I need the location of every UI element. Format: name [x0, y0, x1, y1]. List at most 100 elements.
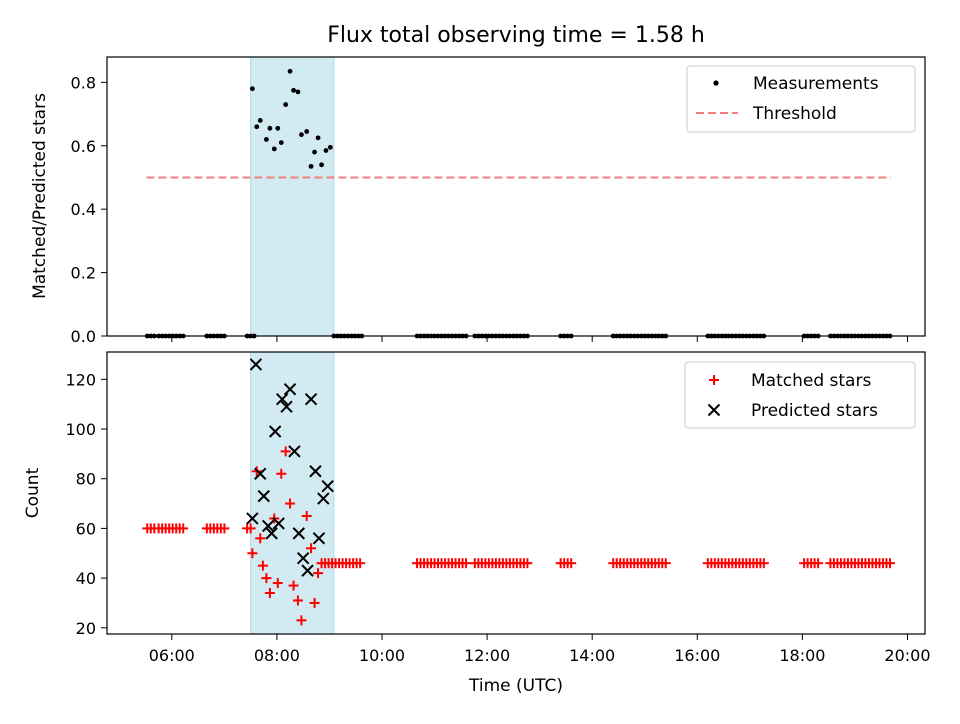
- measurement-point: [263, 137, 269, 142]
- measurement-point: [271, 146, 277, 152]
- predicted-marker-b: [261, 519, 275, 533]
- predicted-point: [257, 489, 270, 503]
- predicted-point: [268, 425, 282, 438]
- top-legend-box: [686, 65, 916, 133]
- bottom-y-tick-label: 60: [76, 519, 96, 538]
- matched-point: [257, 560, 268, 571]
- matched-point: [245, 523, 256, 534]
- predicted-point: [272, 517, 285, 530]
- predicted-marker-b: [309, 465, 322, 478]
- predicted-point: [317, 492, 330, 505]
- predicted-marker-b: [292, 527, 306, 540]
- x-tick-label: 14:00: [569, 646, 615, 665]
- measurement-point: [267, 125, 273, 131]
- predicted-point: [292, 527, 306, 540]
- predicted-point: [280, 400, 293, 413]
- predicted-marker-b: [288, 445, 301, 458]
- top-y-tick-label: 0.2: [71, 264, 96, 283]
- top-y-tick-label: 0.6: [71, 137, 96, 156]
- measurement-point: [291, 87, 296, 93]
- predicted-marker-b: [304, 392, 318, 406]
- predicted-point: [301, 564, 314, 577]
- measurement-point: [287, 68, 293, 74]
- x-tick-label: 10:00: [359, 646, 405, 665]
- matched-point: [461, 558, 472, 569]
- measurement-point: [304, 129, 310, 134]
- top-y-tick-label: 0.0: [71, 327, 96, 346]
- predicted-marker-b: [275, 392, 289, 406]
- matched-point: [296, 615, 307, 626]
- predicted-marker-b: [312, 532, 326, 545]
- matched-point: [884, 558, 895, 569]
- predicted-marker-b: [265, 527, 278, 540]
- measurement-point: [312, 149, 317, 155]
- legend-matched-label: Matched stars: [751, 371, 871, 391]
- measurement-point: [254, 124, 260, 130]
- measurement-point: [283, 102, 289, 107]
- bottom-y-tick-label: 80: [76, 470, 96, 489]
- predicted-point: [312, 532, 326, 545]
- measurement-point: [299, 132, 304, 138]
- top-plot-frame: [106, 56, 926, 337]
- bottom-y-tick-label: 40: [76, 569, 96, 588]
- legend-measurements-label: Measurements: [753, 74, 879, 94]
- predicted-point: [283, 383, 297, 396]
- predicted-point: [249, 358, 263, 371]
- legend-threshold-label: Threshold: [752, 104, 837, 124]
- matched-point: [288, 580, 299, 591]
- bottom-y-tick-label: 20: [76, 619, 96, 638]
- top-observing-span: [250, 56, 335, 337]
- bottom-y-tick-label: 100: [65, 420, 96, 439]
- measurement-point: [315, 135, 321, 141]
- matched-point: [285, 498, 296, 509]
- predicted-marker-b: [280, 400, 293, 413]
- matched-point: [264, 588, 275, 599]
- matched-point: [758, 558, 769, 569]
- predicted-marker-b: [257, 489, 270, 503]
- predicted-point: [296, 552, 310, 565]
- matched-point: [306, 543, 317, 554]
- matched-point: [280, 446, 291, 457]
- bottom-y-axis-label: Count: [23, 467, 43, 518]
- predicted-point: [321, 479, 334, 493]
- predicted-marker-b: [249, 358, 263, 371]
- matched-point: [301, 510, 312, 521]
- legend-measurements-marker: [713, 80, 719, 86]
- predicted-point: [309, 465, 322, 478]
- chart-title: Flux total observing time = 1.58 h: [327, 23, 705, 48]
- measurement-point: [308, 163, 314, 169]
- bottom-observing-span: [250, 351, 335, 635]
- predicted-point: [275, 392, 289, 406]
- predicted-marker-b: [707, 403, 721, 417]
- predicted-marker-b: [301, 564, 314, 577]
- legend-matched-marker: [709, 375, 719, 385]
- bottom-legend-box: [684, 361, 916, 429]
- bottom-y-tick-label: 120: [65, 370, 96, 389]
- matched-point: [178, 523, 189, 534]
- predicted-point: [304, 392, 318, 406]
- measurement-point: [323, 148, 329, 153]
- matched-point: [313, 568, 324, 579]
- matched-point: [566, 558, 577, 569]
- x-axis-label: Time (UTC): [468, 676, 563, 696]
- bottom-plot-frame: [106, 351, 926, 635]
- matched-point: [309, 597, 320, 608]
- x-tick-label: 08:00: [254, 646, 300, 665]
- matched-point: [660, 558, 671, 569]
- predicted-point: [265, 527, 278, 540]
- legend-predicted-label: Predicted stars: [751, 401, 878, 421]
- measurement-point: [295, 89, 301, 95]
- predicted-marker-b: [317, 492, 330, 505]
- legend-predicted-marker: [707, 403, 721, 417]
- predicted-marker-b: [272, 517, 285, 530]
- matched-point: [292, 595, 303, 606]
- predicted-marker-b: [296, 552, 310, 565]
- predicted-marker-b: [254, 467, 267, 480]
- x-tick-label: 20:00: [884, 646, 930, 665]
- x-tick-label: 16:00: [674, 646, 720, 665]
- chart-marks: 06:00 08:00 10:00 12:00 14:00 16:00 18:00 20:00…: [65, 56, 931, 665]
- predicted-point: [246, 512, 259, 525]
- predicted-marker-b: [268, 425, 282, 438]
- matched-point: [522, 558, 533, 569]
